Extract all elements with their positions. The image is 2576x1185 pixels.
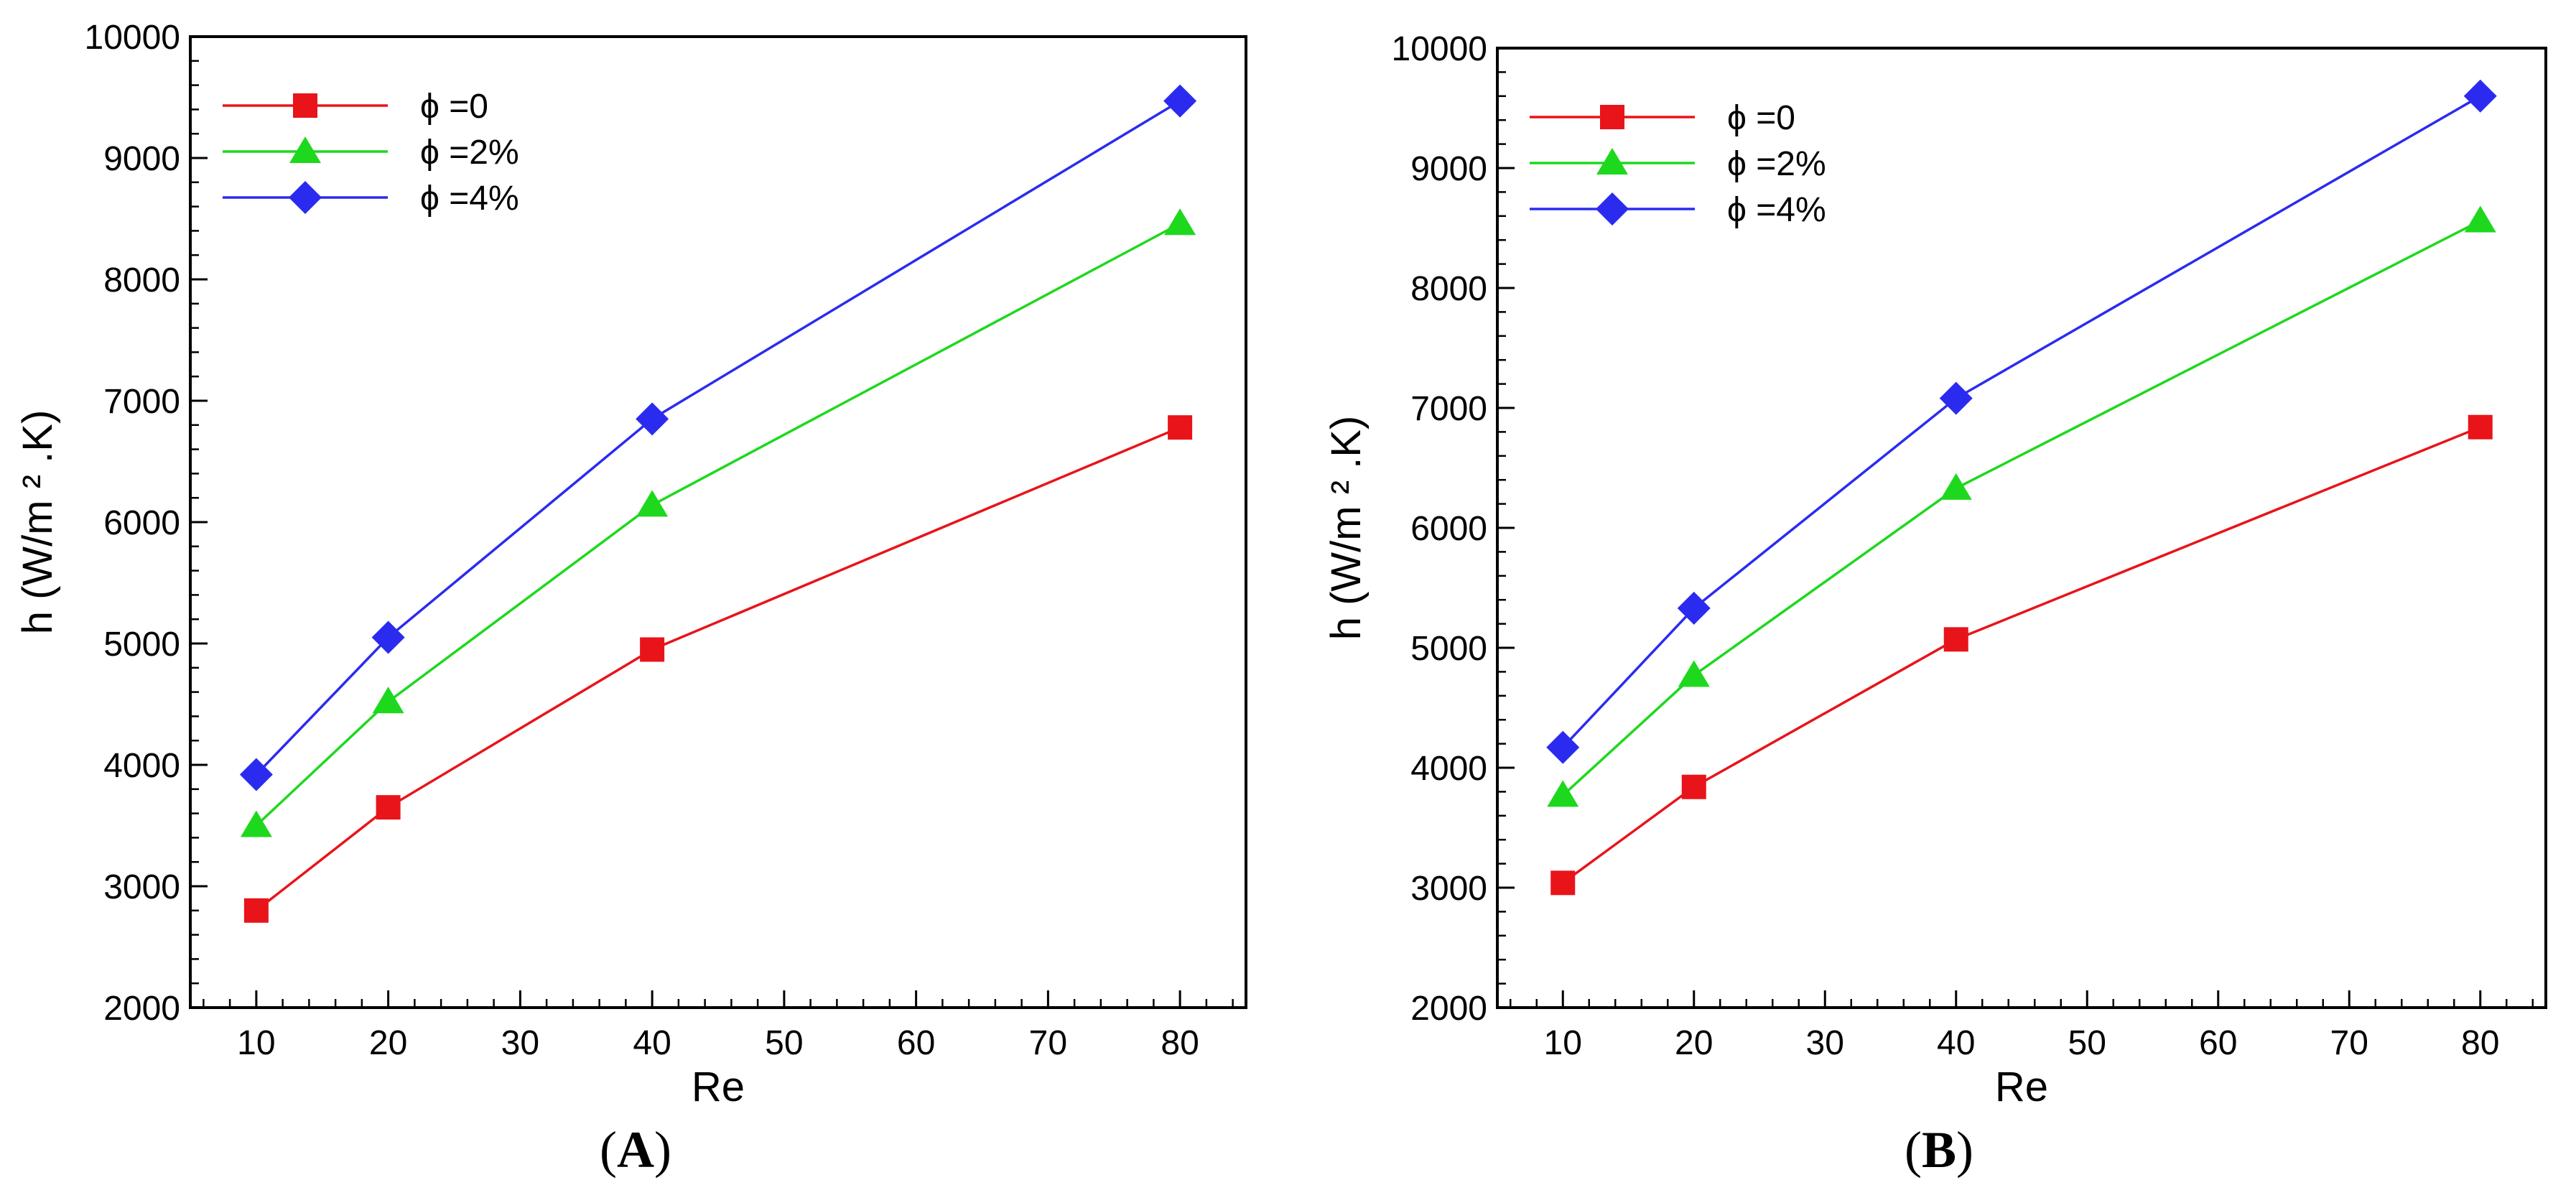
data-point xyxy=(240,810,272,837)
y-tick-label: 8000 xyxy=(103,261,180,299)
data-point xyxy=(1550,870,1576,896)
x-tick-label: 10 xyxy=(237,1024,275,1062)
data-point xyxy=(640,637,665,662)
data-point xyxy=(1677,591,1711,625)
data-point xyxy=(636,490,669,517)
legend-marker xyxy=(1596,192,1629,226)
x-tick-label: 40 xyxy=(633,1024,671,1062)
x-tick-label: 20 xyxy=(369,1024,407,1062)
data-point xyxy=(2463,79,2497,113)
x-tick-label: 10 xyxy=(1544,1024,1582,1062)
data-point xyxy=(1164,208,1196,236)
y-tick-label: 3000 xyxy=(1410,870,1487,908)
data-point xyxy=(2468,414,2493,440)
legend-marker xyxy=(1596,148,1628,175)
legend-label: ϕ =0 xyxy=(420,88,488,126)
x-tick-label: 30 xyxy=(501,1024,539,1062)
chart-panel-b: 10 20 30 40 50 60 70 80 2000 3000 4000 5000 6000 7000… xyxy=(1323,30,2547,1179)
y-tick-label: 8000 xyxy=(1410,270,1487,308)
y-tick-label: 10000 xyxy=(1392,30,1487,68)
data-point xyxy=(376,795,401,820)
y-tick-label: 9000 xyxy=(1410,150,1487,188)
series-line xyxy=(1561,95,2481,748)
y-tick-label: 6000 xyxy=(1410,510,1487,548)
data-point xyxy=(1168,415,1193,440)
y-tick-label: 4000 xyxy=(103,747,180,785)
legend-label: ϕ =0 xyxy=(1727,99,1795,137)
legend-label: ϕ =4% xyxy=(420,180,519,218)
y-axis-label: h (W/m ² .K) xyxy=(1323,416,1370,641)
data-point xyxy=(1940,473,1972,500)
y-tick-label: 2000 xyxy=(1410,990,1487,1028)
data-point xyxy=(371,621,405,654)
data-point xyxy=(1681,774,1706,799)
legend-marker xyxy=(293,93,317,118)
x-tick-label: 80 xyxy=(2461,1024,2499,1062)
chart-panel-a: 10 20 30 40 50 60 70 80 2000 3000 4000 5000 6000 7000… xyxy=(14,19,1247,1179)
y-axis-label: h (W/m ² .K) xyxy=(14,410,61,635)
x-tick-label: 50 xyxy=(765,1024,803,1062)
data-point xyxy=(372,687,404,714)
series-line xyxy=(255,100,1181,776)
data-point xyxy=(1547,780,1579,807)
x-tick-label: 30 xyxy=(1806,1024,1844,1062)
panel-label: (A) xyxy=(600,1121,671,1179)
x-tick-label: 60 xyxy=(2199,1024,2237,1062)
data-point xyxy=(239,758,273,791)
y-tick-label: 5000 xyxy=(103,626,180,664)
x-tick-label: 50 xyxy=(2068,1024,2106,1062)
y-tick-label: 7000 xyxy=(1410,390,1487,428)
y-tick-label: 6000 xyxy=(103,504,180,542)
data-point xyxy=(1546,730,1580,764)
data-point xyxy=(1163,84,1197,118)
x-tick-label: 70 xyxy=(2330,1024,2368,1062)
data-point xyxy=(243,898,269,923)
panel-letter: A xyxy=(617,1121,654,1179)
legend-label: ϕ =2% xyxy=(1727,145,1826,183)
y-tick-label: 3000 xyxy=(103,868,180,906)
x-tick-label: 40 xyxy=(1937,1024,1975,1062)
legend-marker xyxy=(289,136,321,163)
data-point xyxy=(1678,660,1710,687)
x-tick-label: 20 xyxy=(1675,1024,1713,1062)
series-line xyxy=(255,426,1181,912)
x-tick-label: 70 xyxy=(1029,1024,1067,1062)
data-point xyxy=(1939,381,1973,415)
data-point xyxy=(636,402,669,436)
y-tick-label: 5000 xyxy=(1410,630,1487,668)
legend-marker xyxy=(1600,105,1624,129)
data-point xyxy=(2464,205,2496,233)
panel-label: (B) xyxy=(1905,1121,1973,1179)
legend-label: ϕ =4% xyxy=(1727,191,1826,229)
x-tick-label: 80 xyxy=(1161,1024,1199,1062)
y-tick-label: 2000 xyxy=(103,990,180,1028)
x-tick-label: 60 xyxy=(897,1024,935,1062)
plot-area xyxy=(189,35,1247,1009)
data-point xyxy=(1943,627,1968,652)
series-line xyxy=(255,222,1181,827)
x-axis-label: Re xyxy=(1995,1064,2048,1110)
legend-label: ϕ =2% xyxy=(420,134,519,172)
legend-marker xyxy=(289,181,322,214)
series-line xyxy=(1562,426,2481,884)
y-tick-label: 10000 xyxy=(85,19,180,57)
panel-letter: B xyxy=(1922,1121,1956,1179)
x-axis-label: Re xyxy=(692,1064,745,1110)
y-tick-label: 7000 xyxy=(103,383,180,421)
series-line xyxy=(1562,219,2481,796)
y-tick-label: 9000 xyxy=(103,140,180,178)
plot-area xyxy=(1496,47,2547,1009)
y-tick-label: 4000 xyxy=(1410,750,1487,788)
